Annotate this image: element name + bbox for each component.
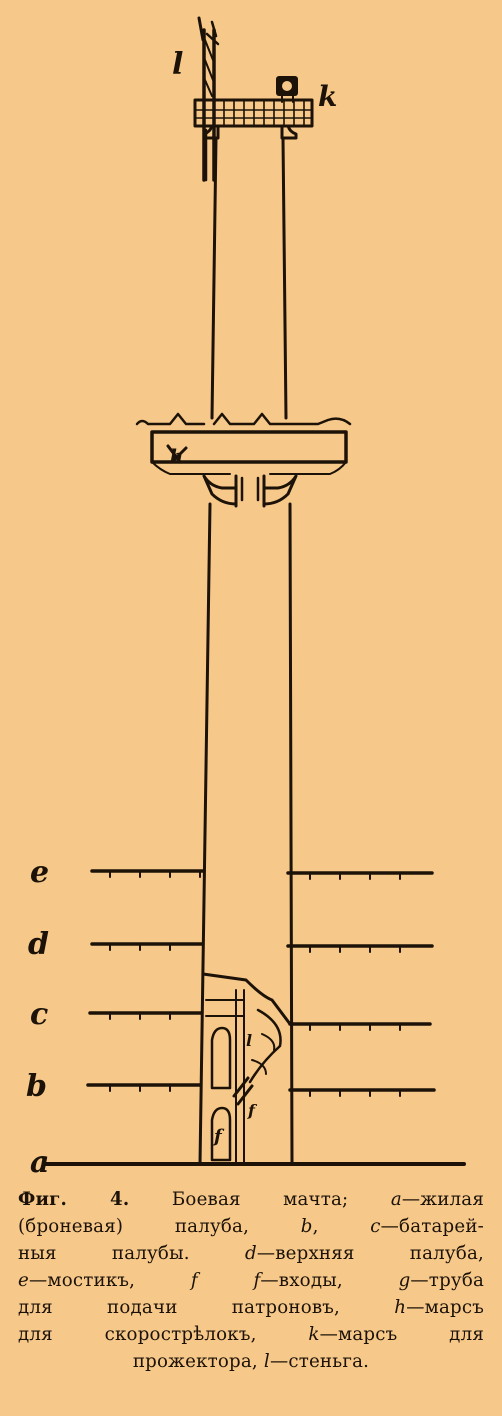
label-living-deck-a: a (30, 1145, 49, 1180)
label-bridge-e: e (30, 855, 49, 890)
caption-key-l: l (263, 1351, 270, 1372)
label-topmast-l: l (172, 47, 183, 82)
caption-line-7: прожектора, l—стеньга. (132, 1351, 370, 1372)
caption-title: Боевая мачта; (171, 1189, 349, 1210)
searchlight-top (193, 76, 314, 140)
caption-key-ff: f f (190, 1270, 261, 1291)
caption-fig-label: Фиг. 4. (18, 1189, 130, 1210)
caption-key-a: a (390, 1189, 402, 1210)
label-fighting-top-h: h (170, 446, 183, 467)
upper-mast-shaft (204, 128, 288, 420)
label-entry-f-right: f (247, 1101, 258, 1120)
caption-key-c: c (370, 1216, 381, 1237)
battle-mast-diagram: l k h (26, 16, 466, 1180)
caption-key-e: e (18, 1270, 29, 1291)
caption-line-2: (броневая) палуба, b, c—батарей- (18, 1216, 485, 1237)
caption-key-g: g (398, 1270, 411, 1291)
label-battery-deck-b: b (26, 1069, 47, 1104)
caption-key-k: k (308, 1324, 320, 1345)
caption-line-4: e—мостикъ, f f—входы, g—труба (18, 1270, 485, 1291)
label-searchlight-k: k (318, 80, 337, 113)
caption-line-6: для скорострѣлокъ, k—марсъ для (18, 1324, 484, 1345)
fighting-top (135, 412, 352, 508)
figure-caption: Фиг. 4. Боевая мачта; a—жилая (броневая)… (18, 1186, 484, 1375)
caption-key-b: b (300, 1216, 313, 1237)
label-tube-l: l (246, 1031, 252, 1050)
cutaway-interior (201, 972, 292, 1165)
caption-key-d: d (244, 1243, 257, 1264)
decks-left (86, 869, 206, 1092)
label-entry-f-left: f (212, 1126, 225, 1147)
caption-line-5: для подачи патроновъ, h—марсъ (18, 1297, 484, 1318)
caption-line-3: ныя палубы. d—верхняя палуба, (18, 1243, 484, 1264)
caption-key-h: h (394, 1297, 407, 1318)
decks-right (286, 871, 436, 1097)
label-upper-deck-d: d (28, 927, 49, 962)
caption-line-1: Фиг. 4. Боевая мачта; a—жилая (18, 1189, 485, 1210)
label-battery-deck-c: c (30, 997, 48, 1032)
lower-mast-shaft (198, 502, 294, 1166)
